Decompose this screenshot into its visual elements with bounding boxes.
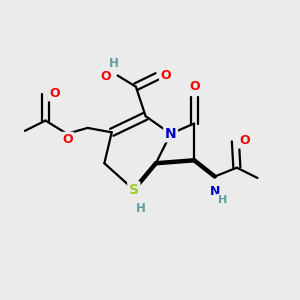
Text: H: H [109,57,119,70]
Text: O: O [62,133,73,146]
Text: O: O [189,80,200,93]
Text: O: O [100,70,111,83]
Text: S: S [129,183,139,197]
Text: H: H [218,195,227,205]
Text: N: N [210,185,220,198]
Text: O: O [239,134,250,147]
Text: O: O [160,69,171,82]
Text: O: O [49,87,60,100]
Text: N: N [165,127,176,141]
Text: H: H [136,202,146,214]
